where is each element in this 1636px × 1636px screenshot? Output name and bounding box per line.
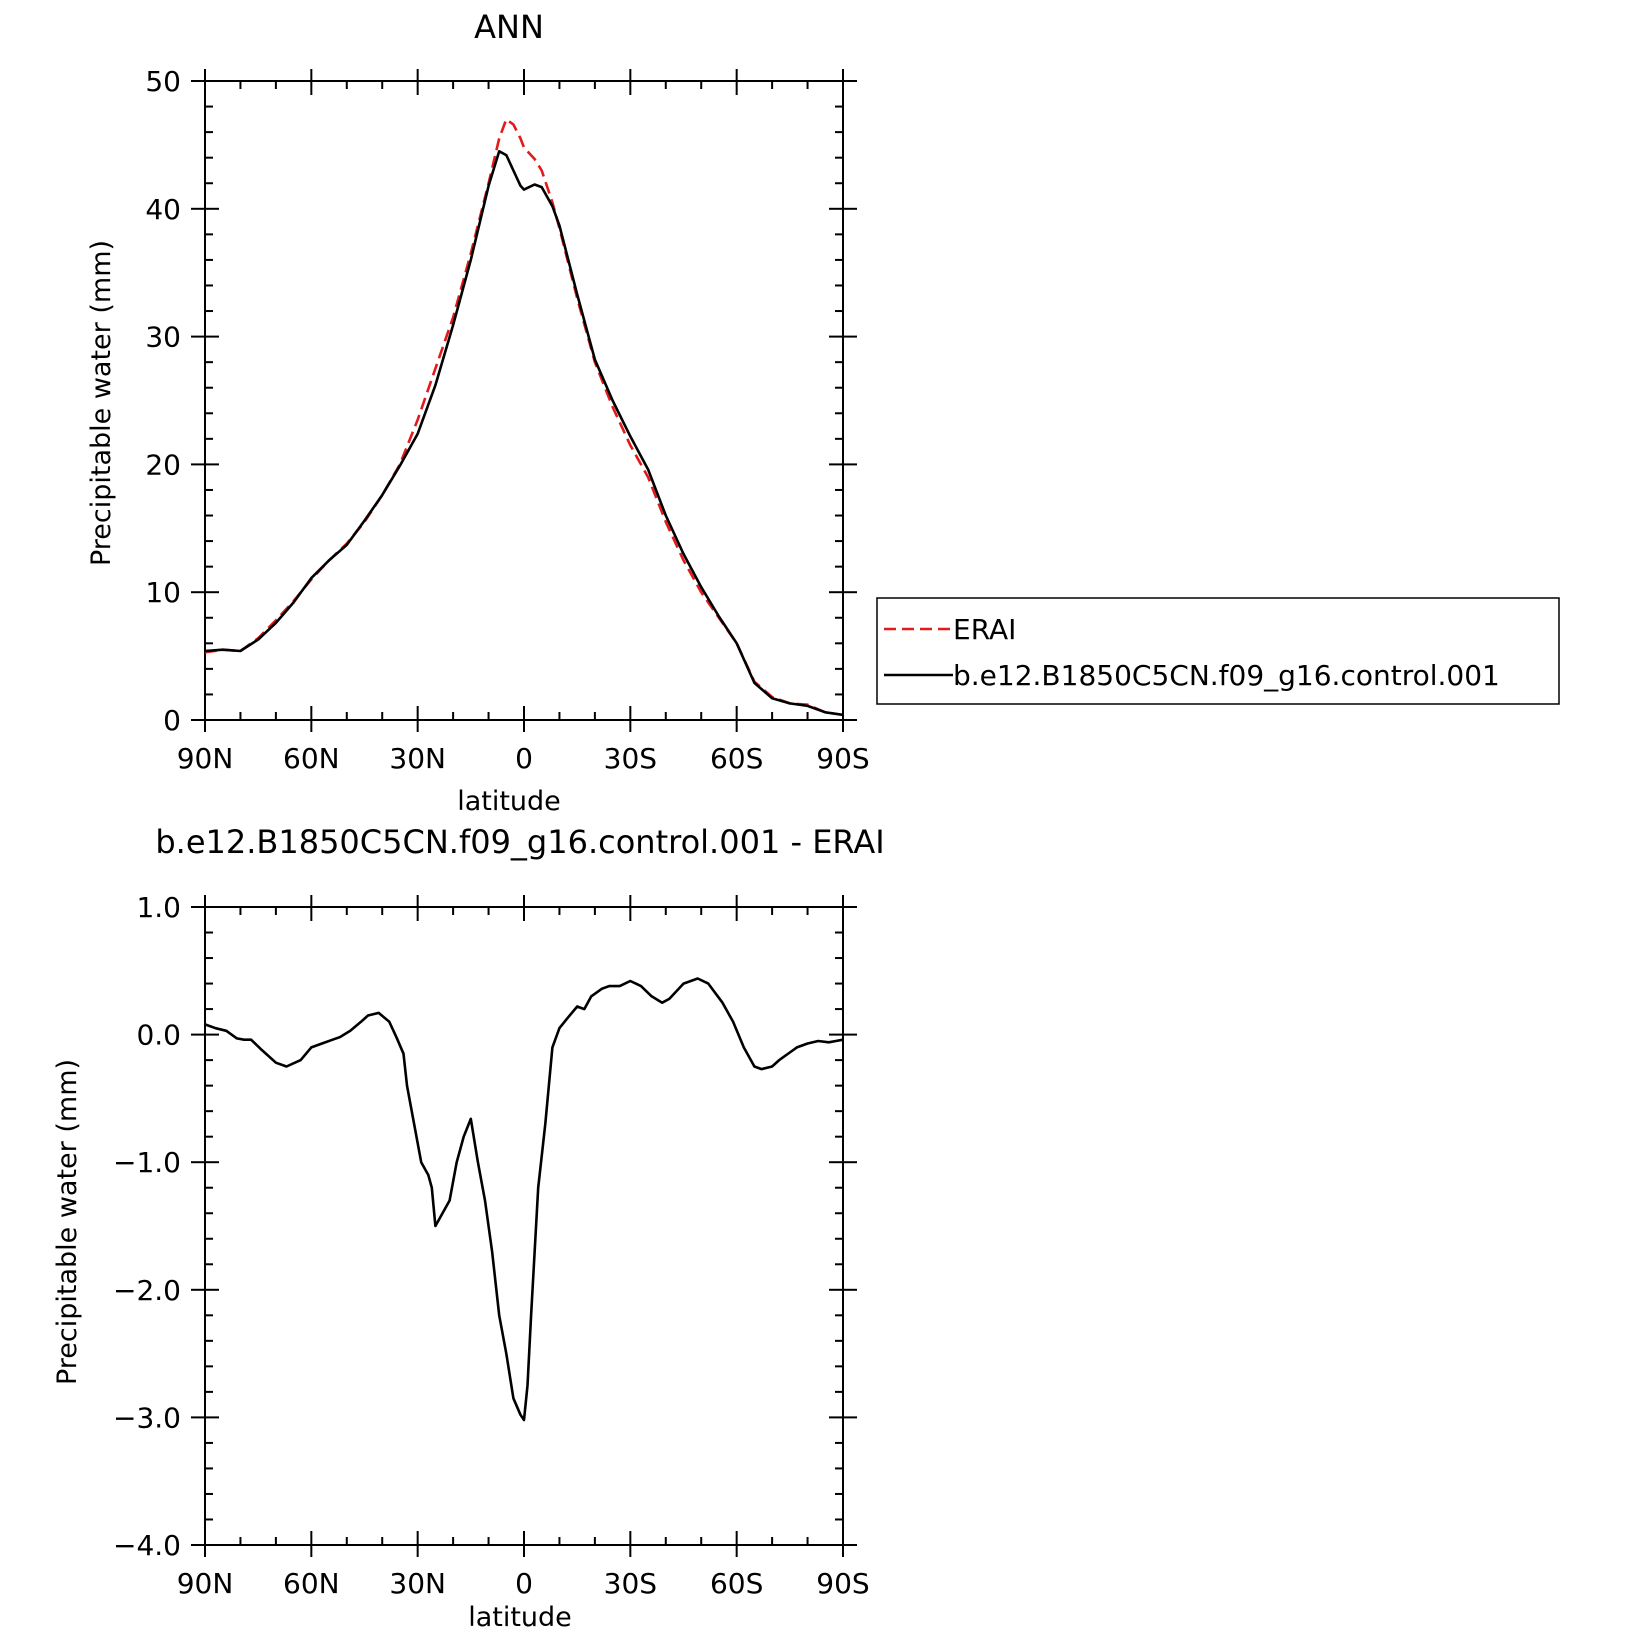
top-y-tick-label: 10 <box>145 576 181 609</box>
bottom-chart-title: b.e12.B1850C5CN.f09_g16.control.001 - ER… <box>155 823 884 861</box>
legend-label-model: b.e12.B1850C5CN.f09_g16.control.001 <box>953 659 1500 692</box>
legend-box <box>876 597 1560 705</box>
top-y-tick-label: 0 <box>163 704 181 737</box>
top-y-tick-label: 50 <box>145 65 181 98</box>
bottom-x-tick-label: 0 <box>515 1567 533 1600</box>
bottom-y-tick-label: −2.0 <box>113 1274 181 1307</box>
top-x-tick-label: 90N <box>177 742 234 775</box>
top-y-tick-label: 20 <box>145 448 181 481</box>
top-y-tick-label: 40 <box>145 193 181 226</box>
top-x-tick-label: 90S <box>816 742 869 775</box>
top-series-line-1 <box>204 150 844 717</box>
bottom-y-tick-label: 1.0 <box>136 891 181 924</box>
legend: ERAI b.e12.B1850C5CN.f09_g16.control.001 <box>876 597 1560 705</box>
top-x-tick-label: 60N <box>283 742 340 775</box>
bottom-x-tick-label: 60S <box>710 1567 763 1600</box>
top-x-tick-label: 30S <box>604 742 657 775</box>
top-series-line-0 <box>204 118 844 717</box>
bottom-x-tick-label: 90S <box>816 1567 869 1600</box>
bottom-x-axis-label: latitude <box>468 1602 572 1633</box>
top-chart-title: ANN <box>474 8 544 46</box>
bottom-x-tick-label: 30N <box>389 1567 446 1600</box>
bottom-y-tick-label: −1.0 <box>113 1146 181 1179</box>
top-x-tick-label: 60S <box>710 742 763 775</box>
bottom-plot-frame <box>204 906 844 1546</box>
top-y-axis-label: Precipitable water (mm) <box>86 240 117 566</box>
top-x-tick-label: 30N <box>389 742 446 775</box>
top-x-tick-label: 0 <box>515 742 533 775</box>
top-panel: ANN 90N 60N 30N 0 30S 60S 90S 0 10 20 30 40 50 Preci… <box>86 8 870 817</box>
bottom-y-axis-label: Precipitable water (mm) <box>52 1059 83 1385</box>
top-x-axis-label: latitude <box>457 786 561 817</box>
bottom-plot-area: 90N 60N 30N 0 30S 60S 90S 1.0 0.0 −1.0 −2.0 −3.0 −4.… <box>113 891 870 1600</box>
bottom-y-tick-label: 0.0 <box>136 1019 181 1052</box>
bottom-series-line-0 <box>204 977 844 1422</box>
bottom-x-tick-label: 60N <box>283 1567 340 1600</box>
bottom-x-tick-label: 90N <box>177 1567 234 1600</box>
bottom-y-tick-label: −3.0 <box>113 1401 181 1434</box>
legend-label-erai: ERAI <box>953 613 1016 646</box>
bottom-x-tick-label: 30S <box>604 1567 657 1600</box>
top-y-tick-label: 30 <box>145 321 181 354</box>
bottom-y-tick-label: −4.0 <box>113 1529 181 1562</box>
top-plot-frame <box>204 80 844 721</box>
bottom-panel: b.e12.B1850C5CN.f09_g16.control.001 - ER… <box>52 823 885 1633</box>
top-plot-area: 90N 60N 30N 0 30S 60S 90S 0 10 20 30 40 50 <box>145 65 869 775</box>
